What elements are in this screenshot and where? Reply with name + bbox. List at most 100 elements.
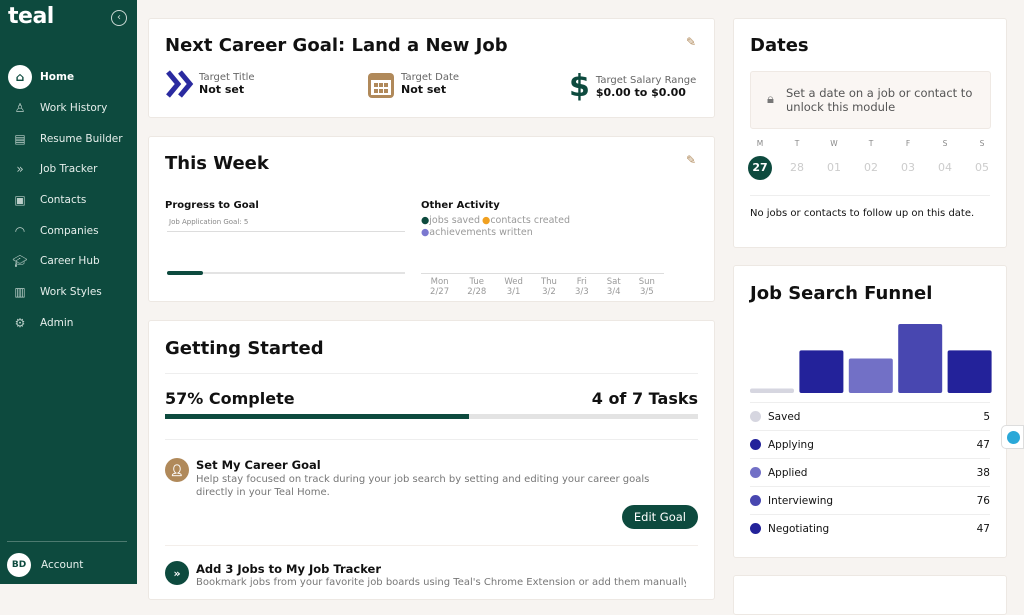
weekday: S <box>942 139 948 148</box>
calendar-day[interactable]: W 01 <box>822 139 846 180</box>
funnel-bar-negotiating <box>947 350 992 393</box>
stage-count: 5 <box>983 410 990 423</box>
calendar-day[interactable]: T 28 <box>785 139 809 180</box>
day-label: Tue 2/28 <box>467 277 486 297</box>
dollar-icon: $ <box>569 69 590 104</box>
goal-label: Job Application Goal: 5 <box>169 218 249 226</box>
legend-dot: ● <box>421 227 430 238</box>
briefcase-icon: ◠ <box>14 223 26 238</box>
tasks-progress-fill <box>165 414 469 419</box>
sidebar-item-career-hub[interactable]: 🎓︎ Career Hub <box>0 246 137 277</box>
legend-item: ●jobs saved <box>421 215 480 226</box>
task-desc: Bookmark jobs from your favorite job boa… <box>196 577 686 588</box>
sidebar-item-home[interactable]: ⌂ Home <box>0 62 137 93</box>
calendar-icon <box>368 73 394 98</box>
sidebar-item-companies[interactable]: ◠ Companies <box>0 215 137 246</box>
sidebar-item-label: Contacts <box>40 194 87 207</box>
date: 3/1 <box>506 287 521 297</box>
getting-started-card: Getting Started 57% Complete 4 of 7 Task… <box>148 320 715 600</box>
value: $0.00 to $0.00 <box>595 85 686 99</box>
weekday: Tue <box>469 277 484 287</box>
graduation-cap-icon: 🎓︎ <box>12 254 28 269</box>
stage-label: Interviewing <box>768 494 834 507</box>
date: 2/28 <box>467 287 487 297</box>
weekday: S <box>979 139 985 148</box>
weekday: T <box>794 139 800 148</box>
calendar-day[interactable]: F 03 <box>896 139 920 180</box>
sidebar-item-contacts[interactable]: ▣ Contacts <box>0 185 137 216</box>
percent-complete: 57% Complete <box>165 389 295 408</box>
day-number: 28 <box>790 161 804 174</box>
sidebar-item-label: Work Styles <box>40 286 102 299</box>
legend-label: jobs saved <box>429 215 481 226</box>
stage-label: Applied <box>768 466 808 479</box>
day-number: 03 <box>901 161 915 174</box>
funnel-bar-interviewing <box>898 324 943 393</box>
weekday: Sat <box>606 277 621 287</box>
label: Target Date <box>401 72 460 83</box>
sidebar-item-label: Career Hub <box>40 255 100 268</box>
weekday: Thu <box>540 277 557 287</box>
weekday: Wed <box>504 277 523 287</box>
date: 3/2 <box>542 287 556 297</box>
funnel-row[interactable]: Negotiating 47 <box>750 514 990 542</box>
date: 3/4 <box>606 287 621 297</box>
divider <box>165 545 698 546</box>
sidebar-item-admin[interactable]: ⚙ Admin <box>0 308 137 339</box>
tasks-progress-track <box>165 414 698 419</box>
sidebar-item-label: Admin <box>40 316 74 329</box>
day-number: 02 <box>864 161 878 174</box>
legend-dot: ● <box>421 215 430 226</box>
sidebar-item-work-styles[interactable]: ▥ Work Styles <box>0 277 137 308</box>
stage-dot <box>750 411 761 422</box>
card-title: This Week <box>165 153 269 174</box>
funnel-row[interactable]: Applying 47 <box>750 430 990 458</box>
other-activity-title: Other Activity <box>421 200 500 211</box>
task-title: Set My Career Goal <box>196 458 321 472</box>
date: 3/5 <box>639 287 654 297</box>
chevron-left-icon[interactable]: ‹ <box>111 10 127 26</box>
task-count: 4 of 7 Tasks <box>591 389 698 408</box>
divider <box>165 373 698 374</box>
target-salary: $ Target Salary Range $0.00 to $0.00 <box>569 69 696 104</box>
sidebar: teal ‹ ⌂ Home ♙ Work History ▤ Resume Builder… <box>0 0 137 584</box>
edit-pencil-icon[interactable]: ✎ <box>686 35 697 49</box>
calendar-day[interactable]: M 27 <box>748 139 772 180</box>
day-label: Fri 3/3 <box>575 277 589 297</box>
day-number: 01 <box>827 161 841 174</box>
calendar-day[interactable]: S 05 <box>970 139 994 180</box>
sidebar-item-job-tracker[interactable]: » Job Tracker <box>0 154 137 185</box>
calendar-day[interactable]: T 02 <box>859 139 883 180</box>
stage-dot <box>750 523 761 534</box>
person-icon: 👤︎ <box>165 458 189 482</box>
task-title: Add 3 Jobs to My Job Tracker <box>196 562 382 576</box>
edit-pencil-icon[interactable]: ✎ <box>686 153 697 167</box>
teal-logo[interactable]: teal <box>8 4 54 29</box>
activity-legend: ●jobs saved ●contacts created ●achievement… <box>421 215 601 239</box>
sidebar-item-work-history[interactable]: ♙ Work History <box>0 93 137 124</box>
career-goal-card: Next Career Goal: Land a New Job ✎ Targe… <box>148 18 715 118</box>
funnel-row[interactable]: Interviewing 76 <box>750 486 990 514</box>
avatar: BD <box>7 553 31 577</box>
edit-goal-button[interactable]: Edit Goal <box>621 505 698 529</box>
stage-label: Applying <box>768 438 814 451</box>
weekday: F <box>905 139 911 148</box>
date: 2/27 <box>430 287 450 297</box>
account-button[interactable]: BD Account <box>7 553 83 577</box>
sidebar-nav: ⌂ Home ♙ Work History ▤ Resume Builder » Job Tr… <box>0 62 137 338</box>
funnel-row[interactable]: Applied 38 <box>750 458 990 486</box>
sidebar-item-resume-builder[interactable]: ▤ Resume Builder <box>0 123 137 154</box>
day-label: Wed 3/1 <box>504 277 523 297</box>
card-title: Getting Started <box>165 338 324 359</box>
goal-progress-fill <box>167 271 203 275</box>
stage-label: Negotiating <box>768 522 830 535</box>
sidebar-item-label: Companies <box>40 224 99 237</box>
gear-icon: ⚙ <box>14 315 26 330</box>
calendar-day[interactable]: S 04 <box>933 139 957 180</box>
legend-dot: ● <box>482 215 491 226</box>
funnel-row[interactable]: Saved 5 <box>750 402 990 430</box>
stage-count: 76 <box>976 494 990 507</box>
lock-icon: 🔒︎ <box>767 92 774 107</box>
funnel-bar-applying <box>799 350 844 393</box>
extension-widget[interactable] <box>1001 425 1024 449</box>
